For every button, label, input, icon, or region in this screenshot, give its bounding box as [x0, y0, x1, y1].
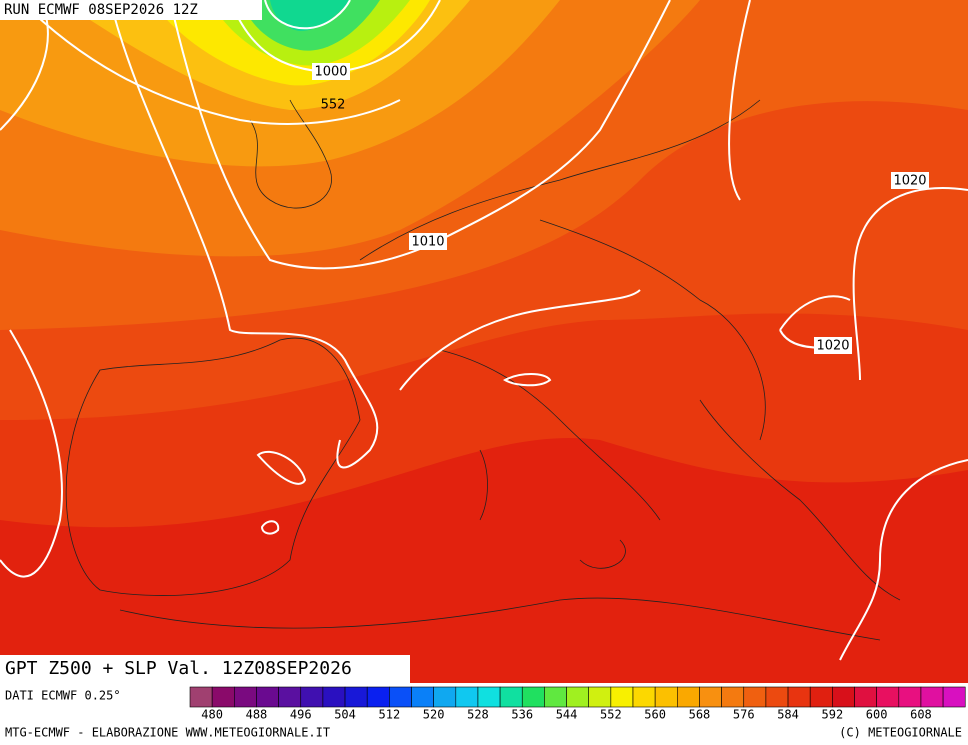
colorbar-cell: [344, 686, 368, 708]
colorbar-cell: [366, 686, 390, 708]
colorbar-cell: [898, 686, 922, 708]
colorbar-cell: [300, 686, 324, 708]
colorbar-cell: [588, 686, 612, 708]
run-header: RUN ECMWF 08SEP2026 12Z: [4, 2, 198, 18]
coastlines: [65, 99, 901, 641]
colorbar-cell: [854, 686, 877, 708]
colorbar-label: 504: [334, 708, 356, 722]
colorbar-label: 592: [822, 708, 844, 722]
colorbar-cell: [654, 686, 678, 708]
data-source: DATI ECMWF 0.25°: [5, 689, 121, 703]
colorbar-cell: [499, 686, 523, 708]
header-box: [0, 0, 262, 20]
isobar-label: 1010: [411, 235, 444, 250]
colorbar-cell: [256, 686, 279, 708]
colorbar-cell: [721, 686, 745, 708]
colorbar-cell: [234, 686, 257, 708]
colorbar-cell: [743, 686, 767, 708]
colorbar-label: 520: [423, 708, 445, 722]
colorbar-label: 480: [201, 708, 223, 722]
colorbar-cell: [322, 686, 346, 708]
colorbar-cell: [566, 686, 589, 708]
isobar-label: 1020: [816, 339, 849, 354]
colorbar-label: 600: [866, 708, 888, 722]
colorbar-label: 576: [733, 708, 755, 722]
colorbar-label: 528: [467, 708, 489, 722]
colorbar-cell: [610, 686, 634, 708]
colorbar-cell: [632, 686, 656, 708]
isobar-label-box: [312, 63, 350, 80]
colorbar-label: 536: [511, 708, 533, 722]
map: 1000 552 1010 1020 1020 RUN ECMWF 08SEP2…: [0, 0, 968, 683]
colorbar-cell: [699, 686, 722, 708]
colorbar-label: 512: [379, 708, 401, 722]
colorbar-cell: [189, 686, 213, 708]
isobar-label-box: [814, 337, 852, 354]
isobar-label-box: [891, 172, 929, 189]
colorbar-cell: [676, 686, 700, 708]
colorbar-label: 488: [246, 708, 268, 722]
map-title: GPT Z500 + SLP Val. 12Z08SEP2026: [5, 658, 352, 679]
colorbar-cell: [521, 686, 545, 708]
footer-right: (C) METEOGIORNALE: [839, 726, 962, 740]
colorbar-cell: [411, 686, 434, 708]
colorbar: 480 488 496 504 512 520 528 536 544 552 560 568 576 5…: [189, 686, 966, 722]
colorbar-label: 560: [644, 708, 666, 722]
colorbar-label: 552: [600, 708, 622, 722]
colorbar-cell: [832, 686, 855, 708]
colorbar-cell: [278, 686, 302, 708]
colorbar-label: 608: [910, 708, 932, 722]
colorbar-cell: [211, 686, 235, 708]
colorbar-cell: [544, 686, 567, 708]
colorbar-cell: [942, 686, 966, 708]
colorbar-cell: [477, 686, 501, 708]
footer-left: MTG-ECMWF - ELABORAZIONE WWW.METEOGIORNA…: [5, 726, 330, 740]
colorbar-label: 496: [290, 708, 312, 722]
colorbar-label: 544: [556, 708, 578, 722]
colorbar-cell: [809, 686, 833, 708]
colorbar-cell: [876, 686, 900, 708]
isobar-label: 1020: [893, 174, 926, 189]
isobar-label: 1000: [314, 65, 347, 80]
isoline-label: 552: [321, 98, 346, 113]
isobar-label-box: [409, 233, 447, 250]
colorbar-label: 568: [689, 708, 711, 722]
colorbar-cell: [389, 686, 412, 708]
colorbar-cell: [765, 686, 789, 708]
colorbar-cell: [787, 686, 811, 708]
colorbar-label: 584: [777, 708, 799, 722]
colorbar-cell: [455, 686, 479, 708]
colorbar-cell: [433, 686, 457, 708]
title-box: [0, 655, 410, 683]
colorbar-cell: [920, 686, 944, 708]
